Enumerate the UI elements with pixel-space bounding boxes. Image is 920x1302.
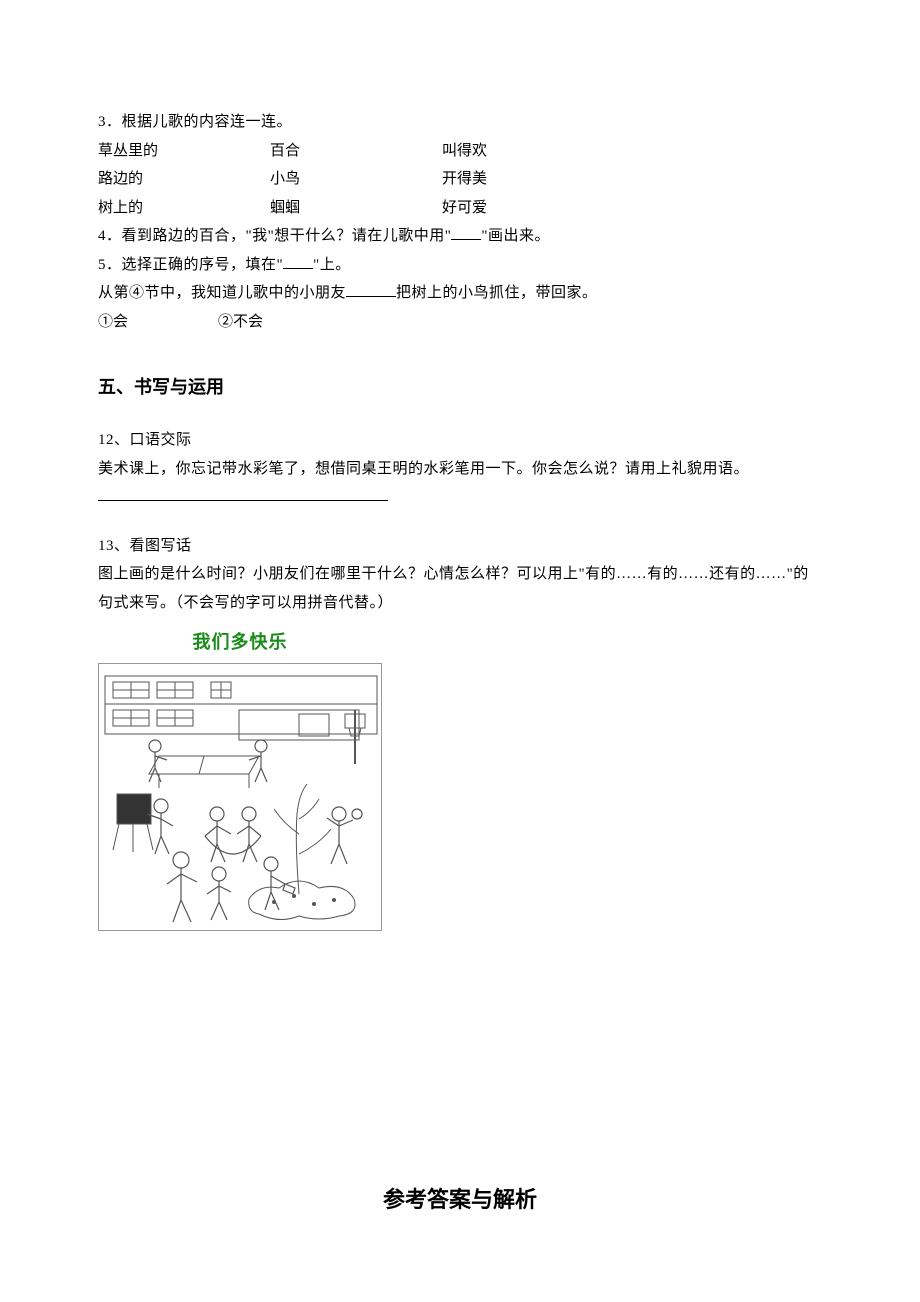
q5-blank1[interactable] [283,254,313,269]
q3-r2-right: 开得美 [442,165,487,194]
q5-choice-2[interactable]: ②不会 [218,314,263,330]
q12-answer-line [98,483,822,512]
q3-r3-mid: 蝈蝈 [270,194,442,223]
q12-num: 12、口语交际 [98,426,822,455]
answers-heading: 参考答案与解析 [98,1179,822,1221]
q4-line: 4．看到路边的百合，"我"想干什么？请在儿歌中用" "画出来。 [98,222,822,251]
q4-blank[interactable] [451,225,481,240]
q4-text-a: 4．看到路边的百合，"我"想干什么？请在儿歌中用" [98,228,451,244]
q13-illustration [98,663,382,931]
q3-r1-right: 叫得欢 [442,137,487,166]
q13-image-wrap: 我们多快乐 [98,625,382,931]
q12-text: 美术课上，你忘记带水彩笔了，想借同桌王明的水彩笔用一下。你会怎么说？请用上礼貌用… [98,455,822,484]
section-5-heading: 五、书写与运用 [98,370,822,404]
q3-r2-mid: 小鸟 [270,165,442,194]
q13-num: 13、看图写话 [98,532,822,561]
q5-line2: 从第④节中，我知道儿歌中的小朋友 把树上的小鸟抓住，带回家。 [98,279,822,308]
q3-r1-mid: 百合 [270,137,442,166]
q5-l1a: 5．选择正确的序号，填在" [98,257,283,273]
q5-l2b: 把树上的小鸟抓住，带回家。 [396,285,598,301]
q5-l2a: 从第④节中，我知道儿歌中的小朋友 [98,285,346,301]
q3-row-1: 草丛里的 百合 叫得欢 [98,137,822,166]
q5-blank2[interactable] [346,282,396,297]
q13-text: 图上画的是什么时间？小朋友们在哪里干什么？心情怎么样？可以用上"有的……有的……… [98,560,822,617]
q3-r3-right: 好可爱 [442,194,487,223]
q3-r3-left: 树上的 [98,194,270,223]
q5-choice-1[interactable]: ①会 [98,314,128,330]
q5-choices: ①会 ②不会 [98,308,822,337]
q5-l1b: "上。 [313,257,351,273]
q3-r1-left: 草丛里的 [98,137,270,166]
q12-blank[interactable] [98,486,388,501]
q13-image-title: 我们多快乐 [98,625,382,659]
q5-line1: 5．选择正确的序号，填在" "上。 [98,251,822,280]
q3-row-2: 路边的 小鸟 开得美 [98,165,822,194]
q3-prompt: 3．根据儿歌的内容连一连。 [98,108,822,137]
q4-text-b: "画出来。 [481,228,550,244]
q3-row-3: 树上的 蝈蝈 好可爱 [98,194,822,223]
q3-r2-left: 路边的 [98,165,270,194]
